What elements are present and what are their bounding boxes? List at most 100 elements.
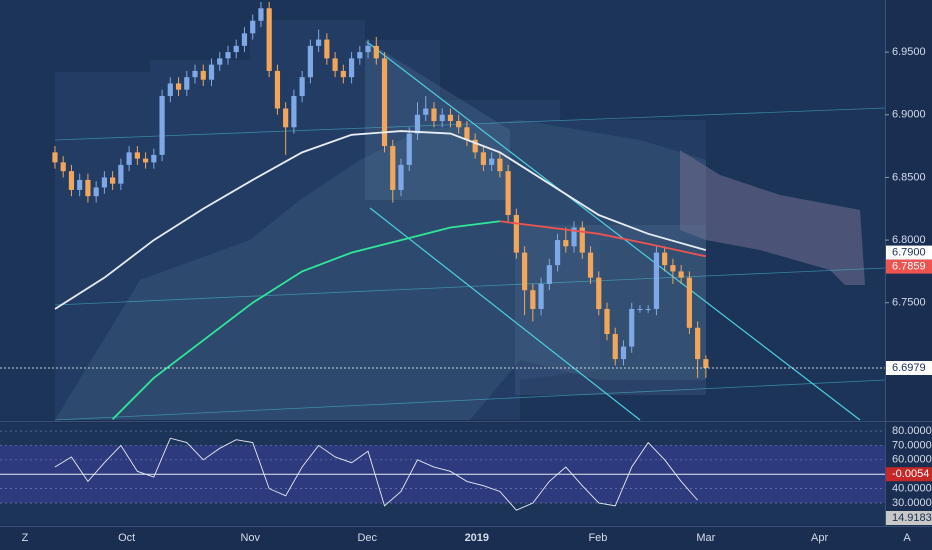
candle-body [340, 70, 346, 78]
candle-body [695, 327, 701, 360]
y-tick-label: 6.9500 [892, 46, 926, 58]
candle-body [77, 179, 83, 190]
cloud [55, 20, 706, 420]
y-tick-label: 30.0000 [892, 497, 932, 509]
candle-body [101, 177, 107, 188]
moving-average [54, 130, 707, 310]
candle-body [365, 45, 371, 53]
candle-body [381, 58, 388, 147]
candle-body [604, 308, 610, 335]
candle-body [316, 39, 322, 46]
candle-body [373, 45, 379, 59]
trend-line [366, 41, 861, 421]
y-tick-label: 6.8000 [892, 234, 926, 246]
candle-body [299, 77, 305, 96]
candle-body [431, 108, 437, 122]
candle-body [274, 70, 281, 109]
candle-body [612, 334, 618, 360]
candle-body [472, 139, 478, 153]
candle-body [587, 252, 594, 278]
candle-body [357, 52, 363, 59]
candle-body [68, 171, 75, 190]
candle-body [324, 39, 330, 59]
candle-body [546, 265, 552, 284]
candle-body [167, 83, 173, 96]
trend-line [54, 379, 886, 421]
x-tick-label: Nov [240, 532, 260, 544]
candle-body [134, 152, 140, 159]
candle-body [629, 308, 635, 347]
x-tick-label: Feb [588, 532, 607, 544]
marker-box [886, 511, 932, 525]
moving-average [499, 220, 707, 258]
y-tick-label: 40.0000 [892, 483, 932, 495]
candle-body [480, 152, 487, 165]
candle-body [571, 227, 577, 247]
candle-body [348, 58, 355, 78]
x-tick-label: Dec [357, 532, 377, 544]
candle-body [686, 277, 692, 328]
candle-body [225, 52, 231, 59]
candle-body [456, 121, 462, 128]
candle-body [414, 114, 421, 134]
candle-body [497, 158, 503, 172]
candle-body [530, 290, 536, 309]
y-tick-label: 60.0000 [892, 454, 932, 466]
candle-body [554, 240, 561, 266]
candle-body [93, 187, 99, 197]
candle-body [266, 8, 272, 71]
candle-body [596, 277, 602, 309]
candle-body [110, 177, 116, 184]
candle-body [118, 164, 124, 184]
last-value-box [886, 467, 932, 482]
x-tick-label: Oct [118, 532, 135, 544]
trend-line [54, 107, 886, 141]
candle-body [439, 114, 445, 122]
price-label-box [886, 259, 932, 274]
candle-body [175, 83, 182, 90]
candle-body [447, 114, 454, 122]
candle-body [423, 108, 429, 115]
candle-body [241, 33, 248, 46]
price-label: 6.7900 [892, 247, 926, 259]
candle-body [60, 162, 66, 172]
price-label-box [886, 245, 932, 260]
candle-body [233, 45, 239, 53]
y-tick-label: 6.7500 [892, 297, 926, 309]
candle-body [653, 252, 660, 309]
candle-body [670, 265, 676, 272]
candle-body [522, 252, 528, 291]
candle-body [505, 171, 511, 216]
price-label-box [886, 361, 932, 376]
candle-body [332, 58, 338, 71]
candle-body [291, 95, 297, 128]
candle-body [52, 152, 58, 163]
candle-body [217, 58, 223, 65]
candle-body [703, 359, 709, 368]
candle-body [579, 227, 585, 253]
future-cloud [680, 150, 865, 285]
candle-body [513, 215, 519, 253]
candle-body [678, 271, 684, 278]
candle-body [662, 252, 668, 266]
candle-body [283, 108, 289, 128]
candle-body [126, 152, 132, 165]
candle-body [184, 77, 190, 90]
trend-line [369, 207, 641, 421]
candle-body [151, 154, 157, 163]
candle-body [563, 240, 569, 247]
candle-body [208, 64, 215, 80]
x-tick-label: 2019 [465, 532, 489, 544]
candle-body [620, 346, 627, 360]
candle-body [258, 8, 264, 21]
price-label: 6.6979 [892, 362, 926, 374]
y-tick-label: 6.9000 [892, 109, 926, 121]
x-tick-label: Mar [696, 532, 715, 544]
y-tick-label: 6.8500 [892, 171, 926, 183]
candle-body [538, 283, 544, 309]
last-value-label: -0.0054 [892, 468, 929, 480]
corner-label: Z [22, 532, 29, 544]
marker-label: 14.9183 [892, 512, 932, 524]
